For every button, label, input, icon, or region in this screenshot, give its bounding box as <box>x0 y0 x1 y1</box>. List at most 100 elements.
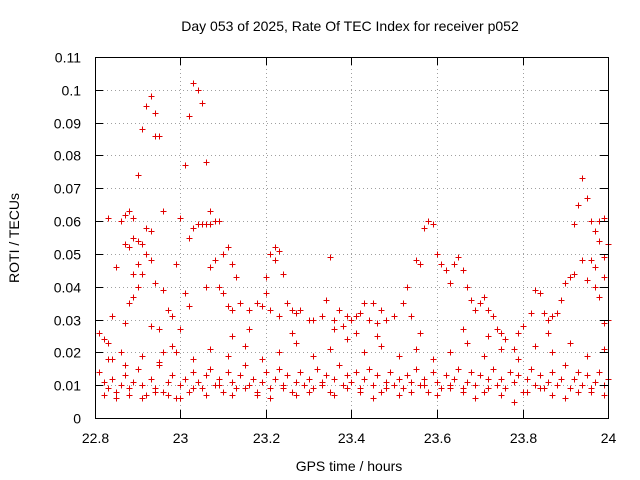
data-point <box>571 271 578 278</box>
data-point <box>122 320 129 327</box>
data-point <box>160 208 167 215</box>
data-point <box>250 376 257 383</box>
data-point <box>182 290 189 297</box>
data-point <box>122 362 129 369</box>
data-point <box>490 366 497 373</box>
data-point <box>336 307 343 314</box>
data-point <box>575 389 582 396</box>
y-tick-label: 0.04 <box>54 280 81 296</box>
data-point <box>532 287 539 294</box>
data-point <box>143 225 150 232</box>
data-point <box>336 362 343 369</box>
data-point <box>434 379 441 386</box>
data-point <box>344 385 351 392</box>
data-point <box>190 225 197 232</box>
x-tick-label: 23.6 <box>424 430 451 446</box>
data-point <box>601 274 608 281</box>
data-point <box>485 385 492 392</box>
data-point <box>545 330 552 337</box>
data-point <box>455 366 462 373</box>
data-point <box>276 366 283 373</box>
data-point <box>143 392 150 399</box>
data-point <box>310 317 317 324</box>
data-point <box>229 379 236 386</box>
data-point <box>592 379 599 386</box>
data-point <box>177 382 184 389</box>
data-point <box>562 280 569 287</box>
data-point <box>584 277 591 284</box>
data-point <box>383 379 390 386</box>
data-point <box>259 356 266 363</box>
data-point <box>549 349 556 356</box>
data-point <box>579 175 586 182</box>
data-point <box>105 356 112 363</box>
data-point <box>558 297 565 304</box>
axes: 0 0.01 0.02 0.03 0.04 0.05 0.06 0.07 0.08 0.09 0.1… <box>54 50 617 447</box>
data-point <box>310 353 317 360</box>
data-point <box>139 353 146 360</box>
data-point <box>289 307 296 314</box>
data-point <box>139 126 146 133</box>
data-point <box>190 385 197 392</box>
data-point <box>558 376 565 383</box>
data-point <box>562 395 569 402</box>
data-point <box>263 290 270 297</box>
data-point <box>101 392 108 399</box>
data-point <box>207 208 214 215</box>
data-point <box>229 333 236 340</box>
data-point <box>199 100 206 107</box>
data-point <box>229 392 236 399</box>
data-point <box>353 369 360 376</box>
data-point <box>105 215 112 222</box>
y-tick-label: 0.09 <box>54 116 81 132</box>
data-point <box>383 317 390 324</box>
data-point <box>468 297 475 304</box>
data-point <box>400 385 407 392</box>
data-point <box>464 340 471 347</box>
data-point <box>225 369 232 376</box>
data-point <box>545 317 552 324</box>
data-point <box>225 353 232 360</box>
data-point <box>276 349 283 356</box>
data-point <box>199 385 206 392</box>
data-point <box>122 212 129 219</box>
data-point <box>575 369 582 376</box>
data-point <box>421 225 428 232</box>
data-point <box>468 369 475 376</box>
data-point <box>293 310 300 317</box>
data-point <box>515 330 522 337</box>
data-point <box>601 392 608 399</box>
x-tick-label: 23.8 <box>510 430 537 446</box>
data-point <box>532 343 539 350</box>
data-point <box>430 221 437 228</box>
data-point <box>430 356 437 363</box>
data-point <box>169 372 176 379</box>
data-point <box>472 382 479 389</box>
data-point <box>472 395 479 402</box>
data-point <box>118 382 125 389</box>
data-point <box>306 376 313 383</box>
data-point <box>207 346 214 353</box>
data-point <box>567 385 574 392</box>
data-point <box>596 369 603 376</box>
data-point <box>472 307 479 314</box>
data-point <box>413 257 420 264</box>
data-point <box>417 330 424 337</box>
data-point <box>502 336 509 343</box>
data-point <box>289 330 296 337</box>
data-point <box>148 228 155 235</box>
data-point <box>173 261 180 268</box>
data-point <box>464 284 471 291</box>
y-tick-label: 0.08 <box>54 148 81 164</box>
data-point <box>361 300 368 307</box>
data-point <box>383 385 390 392</box>
data-point <box>267 307 274 314</box>
data-point <box>511 346 518 353</box>
data-point <box>485 307 492 314</box>
data-point <box>374 320 381 327</box>
data-point <box>130 294 137 301</box>
data-point <box>177 395 184 402</box>
data-point <box>259 379 266 386</box>
data-point <box>233 385 240 392</box>
